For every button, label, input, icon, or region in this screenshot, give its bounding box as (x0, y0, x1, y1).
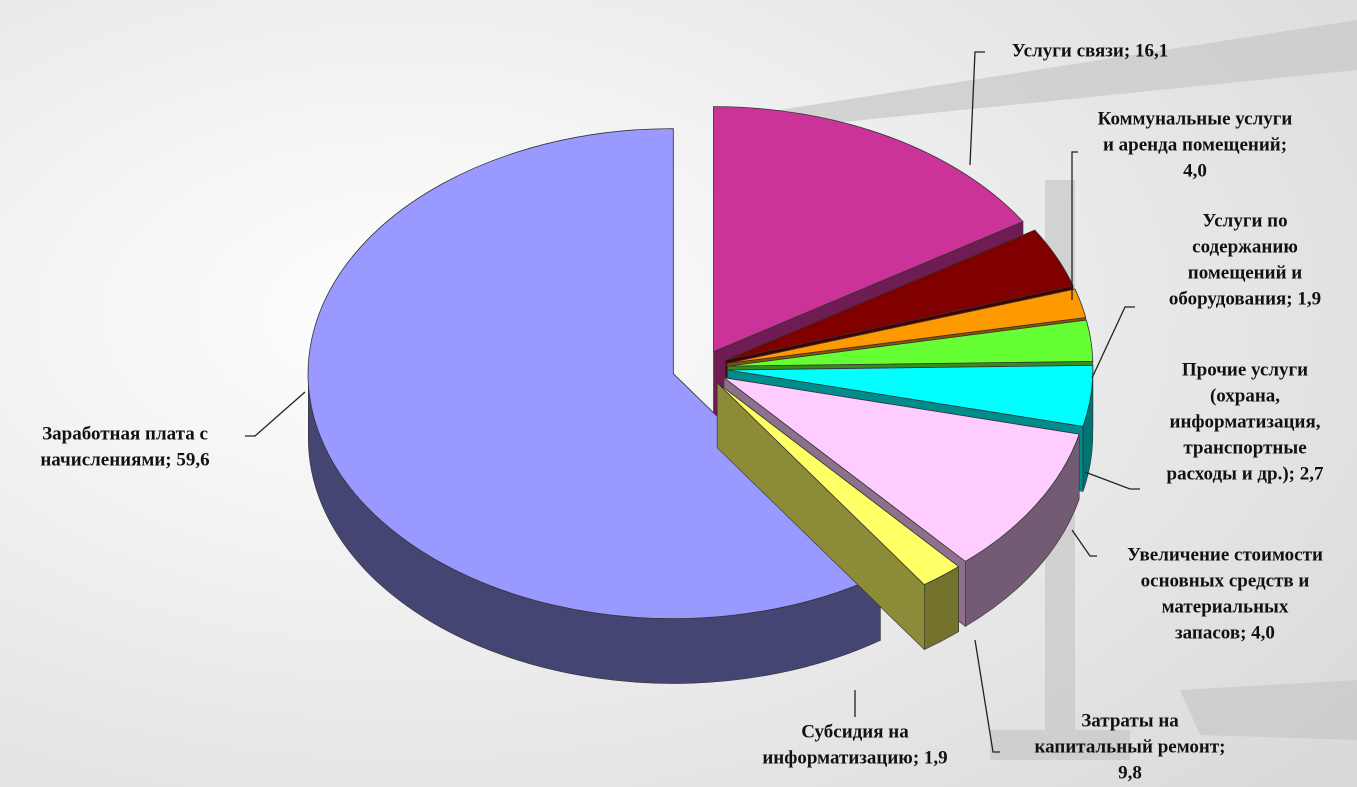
leader-line (1091, 306, 1135, 379)
data-label: Коммунальные услуги (1098, 108, 1293, 129)
data-label: запасов; 4,0 (1175, 622, 1275, 643)
leader-line (1071, 151, 1078, 300)
data-label: содержанию (1192, 236, 1298, 257)
data-label: оборудования; 1,9 (1169, 288, 1321, 309)
data-label: расходы и др.); 2,7 (1167, 463, 1324, 484)
labels: Услуги связи; 16,1 Коммунальные услуги и а… (40, 40, 1324, 783)
data-label: и аренда помещений; (1103, 134, 1287, 155)
data-label: Заработная плата с (42, 423, 208, 444)
data-label: Затраты на (1081, 710, 1179, 731)
data-label: 4,0 (1183, 160, 1207, 181)
slice (723, 377, 1080, 562)
data-label: (охрана, (1210, 385, 1280, 406)
slice (727, 319, 1094, 367)
data-label: 9,8 (1118, 762, 1142, 783)
data-label: информатизацию; 1,9 (762, 747, 947, 768)
data-label: Увеличение стоимости (1127, 544, 1323, 565)
data-label: материальных (1162, 596, 1289, 617)
data-label: информатизация, (1170, 411, 1321, 432)
leader-line (969, 51, 985, 166)
slice (727, 288, 1087, 364)
data-label: капитальный ремонт; (1034, 736, 1225, 757)
slice (716, 382, 960, 586)
data-label: Услуги по (1202, 210, 1287, 231)
data-label: основных средств и (1141, 570, 1310, 591)
data-label: транспортные (1183, 437, 1306, 458)
slice (727, 364, 1094, 427)
leader-line (974, 639, 1000, 753)
leader-line (1071, 529, 1097, 557)
pie (307, 106, 1094, 684)
data-label: Субсидия на (801, 721, 909, 742)
slice (725, 229, 1074, 361)
slice (713, 106, 1024, 353)
data-label: помещений и (1188, 262, 1303, 283)
leader-line (245, 391, 306, 437)
data-label: Услуги связи; 16,1 (1012, 40, 1168, 61)
leader-line (1084, 471, 1140, 490)
data-label: Прочие услуги (1182, 359, 1308, 380)
data-label: начислениями; 59,6 (40, 449, 209, 470)
slice (307, 128, 881, 619)
